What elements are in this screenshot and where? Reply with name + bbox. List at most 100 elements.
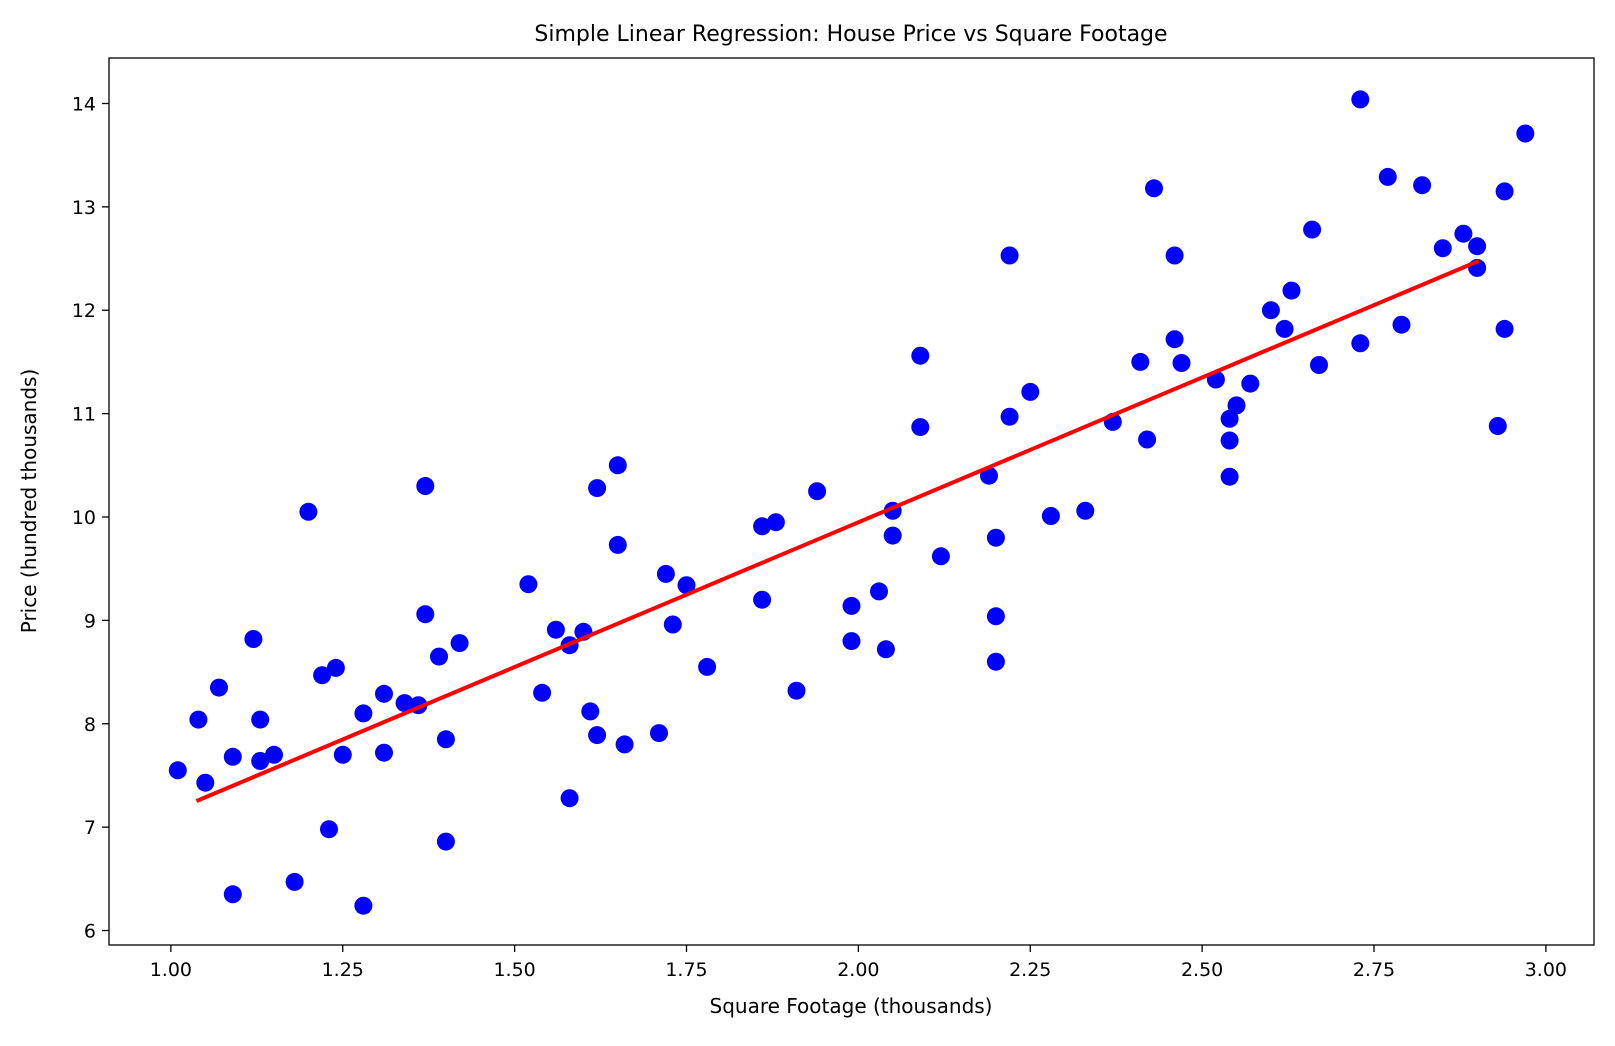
data-point: [677, 576, 696, 595]
data-point: [313, 666, 332, 685]
data-point: [375, 743, 393, 762]
x-axis-ticks: 1.00 1.25 1.50 1.75 2.00 2.25 2.50 2.75 3.00: [150, 945, 1567, 981]
y-axis-label: Price (hundred thousands): [17, 369, 41, 634]
data-point: [320, 820, 338, 839]
x-tick-label: 2.50: [1181, 959, 1223, 981]
data-point: [650, 724, 668, 743]
data-point: [656, 564, 675, 583]
data-point: [1310, 356, 1328, 374]
data-point: [1378, 167, 1397, 186]
data-point: [588, 479, 607, 498]
data-point: [1220, 431, 1239, 450]
data-point: [533, 683, 552, 702]
data-point: [986, 528, 1005, 547]
y-tick-label: 9: [84, 610, 96, 632]
data-point: [354, 704, 373, 723]
data-point: [1351, 334, 1370, 353]
data-point: [1413, 176, 1432, 195]
data-point: [1021, 382, 1040, 401]
data-point: [1433, 239, 1452, 258]
data-point: [1282, 281, 1301, 300]
data-point: [1241, 374, 1260, 393]
data-point: [430, 647, 448, 666]
y-tick-label: 6: [84, 921, 96, 943]
x-tick-label: 1.50: [493, 959, 535, 981]
data-point: [1495, 182, 1514, 201]
axes-frame: [108, 57, 1595, 946]
y-axis-ticks: 6 7 8 9 10 11 12 13 14: [72, 93, 109, 943]
data-point: [326, 658, 345, 677]
data-point: [1516, 124, 1535, 143]
y-tick-label: 7: [84, 817, 96, 839]
data-point: [698, 657, 717, 676]
data-point: [986, 607, 1005, 626]
data-point: [608, 456, 627, 475]
regression-line: [195, 259, 1480, 803]
data-point: [1220, 409, 1239, 428]
data-point: [436, 730, 455, 749]
data-point: [223, 885, 242, 904]
data-point: [244, 630, 263, 648]
data-point: [196, 773, 215, 792]
data-point: [285, 872, 304, 891]
data-point: [1468, 237, 1487, 256]
data-point: [787, 681, 806, 700]
data-point: [395, 694, 414, 713]
data-point: [911, 418, 930, 437]
data-point: [1261, 301, 1280, 320]
data-point: [1138, 430, 1157, 449]
plot-area: [168, 90, 1535, 915]
data-point: [870, 582, 888, 601]
data-point: [265, 745, 283, 764]
data-point: [931, 547, 950, 566]
data-point: [1488, 417, 1507, 435]
data-point: [1392, 315, 1411, 334]
data-point: [1131, 352, 1150, 371]
data-point: [436, 832, 455, 851]
data-point: [1000, 407, 1019, 426]
data-point: [450, 634, 469, 653]
data-point: [1145, 179, 1163, 198]
data-point: [876, 640, 895, 659]
data-point: [911, 346, 930, 365]
x-tick-label: 1.00: [150, 959, 192, 981]
data-point: [663, 615, 682, 634]
chart-title: Simple Linear Regression: House Price vs…: [534, 22, 1167, 47]
data-point: [1220, 467, 1239, 486]
data-point: [416, 605, 435, 624]
data-point: [842, 632, 861, 651]
data-point: [1000, 246, 1019, 265]
data-point: [1076, 501, 1095, 520]
data-point: [333, 745, 352, 764]
data-point: [986, 652, 1005, 671]
x-tick-label: 3.00: [1525, 959, 1567, 981]
data-point: [1351, 90, 1370, 109]
data-point: [546, 620, 565, 639]
data-point: [766, 513, 785, 532]
data-point: [168, 761, 187, 780]
data-point: [608, 535, 627, 554]
data-point: [581, 702, 600, 721]
data-point: [1041, 507, 1060, 525]
data-point: [808, 482, 827, 501]
data-point: [842, 596, 861, 615]
data-point: [189, 710, 208, 729]
data-point: [753, 517, 772, 536]
data-point: [375, 684, 393, 703]
data-point: [251, 752, 270, 770]
x-axis-label: Square Footage (thousands): [710, 994, 993, 1018]
data-point: [519, 575, 538, 594]
data-point: [223, 747, 242, 766]
data-point: [416, 477, 435, 495]
y-tick-label: 13: [72, 197, 96, 219]
x-tick-label: 1.75: [665, 959, 707, 981]
data-point: [753, 590, 772, 609]
data-point: [615, 735, 634, 754]
data-point: [883, 526, 902, 545]
data-point: [1454, 224, 1473, 243]
data-point: [1165, 246, 1184, 265]
data-point: [1165, 330, 1184, 349]
data-point: [1172, 354, 1191, 372]
